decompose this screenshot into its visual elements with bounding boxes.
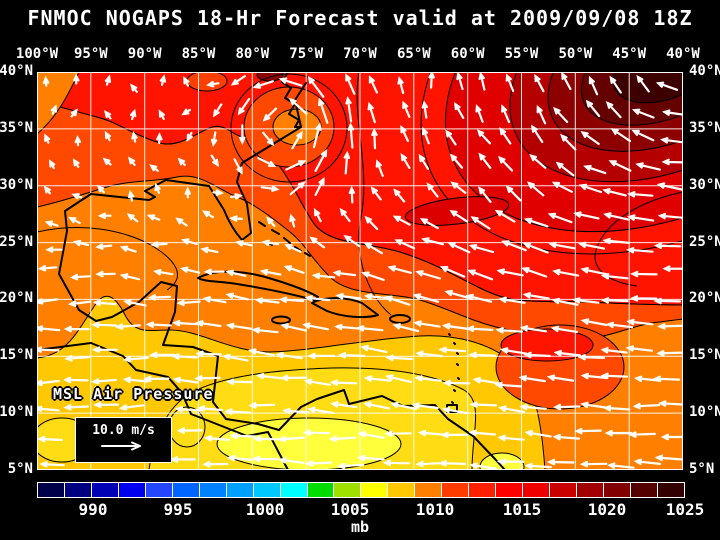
colorbar-cell <box>253 483 281 497</box>
lon-label: 80°W <box>235 46 270 62</box>
bahamas-marks <box>258 221 311 257</box>
lat-label-right: 30°N <box>689 176 720 193</box>
map-border <box>37 72 683 470</box>
colorbar-cell <box>199 483 227 497</box>
lon-label: 70°W <box>343 46 377 62</box>
colorbar-tick: 990 <box>78 500 108 519</box>
wind-scale-arrow-icon <box>100 441 141 451</box>
lat-label-right: 10°N <box>689 404 720 421</box>
map-overlay-label: MSL Air Pressure <box>53 385 214 403</box>
wind-scale-value: 10.0 m/s <box>92 423 155 438</box>
pressure-map-canvas <box>37 72 683 470</box>
lat-label-left: 20°N <box>0 290 33 307</box>
lat-label-left: 5°N <box>7 460 33 477</box>
colorbar-cell <box>523 483 551 497</box>
lat-label-left: 15°N <box>0 347 33 364</box>
colorbar-cell <box>550 483 578 497</box>
lon-label: 95°W <box>73 46 108 62</box>
lon-label: 45°W <box>612 46 647 62</box>
lat-label-right: 5°N <box>689 460 715 477</box>
lon-label: 50°W <box>558 46 593 62</box>
colorbar-cell <box>307 483 335 497</box>
puerto-rico-outline <box>389 314 411 324</box>
colorbar-tick: 1020 <box>587 500 627 519</box>
lon-label: 65°W <box>396 46 431 62</box>
lat-label-right: 15°N <box>689 347 720 364</box>
lat-label-left: 40°N <box>0 63 33 79</box>
colorbar-cell <box>496 483 524 497</box>
colorbar-cell <box>388 483 416 497</box>
lat-label-right: 25°N <box>689 233 720 250</box>
colorbar-tick: 1000 <box>245 500 285 519</box>
colorbar-cell <box>280 483 308 497</box>
lat-label-left: 30°N <box>0 176 33 193</box>
lon-label: 60°W <box>450 46 485 62</box>
page-title: FNMOC NOGAPS 18-Hr Forecast valid at 200… <box>27 6 693 30</box>
colorbar-cell <box>64 483 92 497</box>
colorbar-cell <box>38 483 65 497</box>
colorbar-cell <box>91 483 119 497</box>
colorbar-unit: mb <box>350 518 370 536</box>
wind-arrows <box>37 72 683 470</box>
colorbar-cell <box>361 483 389 497</box>
colorbar-cell <box>145 483 173 497</box>
colorbar-cell <box>442 483 470 497</box>
colorbar-tick: 995 <box>163 500 193 519</box>
lat-label-left: 35°N <box>0 119 33 136</box>
lat-label-right: 35°N <box>689 119 720 136</box>
colorbar-tick: 1005 <box>330 500 370 519</box>
colorbar-cell <box>226 483 254 497</box>
lat-label-left: 25°N <box>0 233 33 250</box>
colorbar-tick: 1025 <box>665 500 705 519</box>
coastlines <box>37 72 506 470</box>
colorbar-cell <box>415 483 443 497</box>
lon-label: 85°W <box>181 46 216 62</box>
colorbar-cell <box>630 483 658 497</box>
pressure-colorbar <box>37 482 685 498</box>
colorbar-cell <box>577 483 605 497</box>
hispaniola-outline <box>311 297 379 319</box>
lon-label: 55°W <box>504 46 539 62</box>
colorbar-cell <box>657 483 684 497</box>
jamaica-outline <box>271 315 291 325</box>
lat-label-right: 40°N <box>689 63 720 79</box>
lat-label-left: 10°N <box>0 404 33 421</box>
lon-label: 75°W <box>289 46 324 62</box>
lon-label: 100°W <box>15 46 59 62</box>
colorbar-cell <box>469 483 497 497</box>
colorbar-cell <box>172 483 200 497</box>
lon-label: 40°W <box>666 46 700 62</box>
colorbar-cell <box>604 483 631 497</box>
antilles-arc <box>448 333 460 404</box>
colorbar-cell <box>118 483 146 497</box>
colorbar-tick: 1015 <box>502 500 542 519</box>
colorbar-tick: 1010 <box>415 500 455 519</box>
colorbar-cell <box>334 483 362 497</box>
lat-label-right: 20°N <box>689 290 720 307</box>
wind-scale-box: 10.0 m/s <box>75 417 172 463</box>
lon-label: 90°W <box>127 46 162 62</box>
